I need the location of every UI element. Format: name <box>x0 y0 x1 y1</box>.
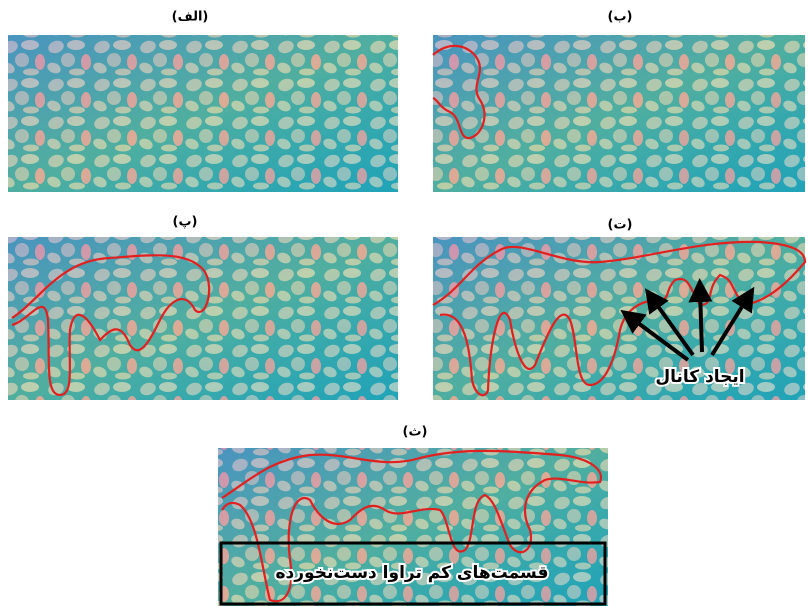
channel-annotation: ایجاد کانال <box>655 367 744 387</box>
panel-label: (ب) <box>608 10 633 25</box>
panel-label: (ث) <box>403 425 428 440</box>
panel-label: (پ) <box>173 215 198 230</box>
unswept-annotation: قسمت‌های کم تراوا دست‌نخورده <box>275 563 548 583</box>
figure: (الف) (ب) (پ) (ت) (ث) ایجاد کانال قسمت‌ه… <box>0 0 809 606</box>
panel-images <box>8 35 805 606</box>
panel-label: (ت) <box>608 218 633 233</box>
panel-label: (الف) <box>172 10 209 25</box>
